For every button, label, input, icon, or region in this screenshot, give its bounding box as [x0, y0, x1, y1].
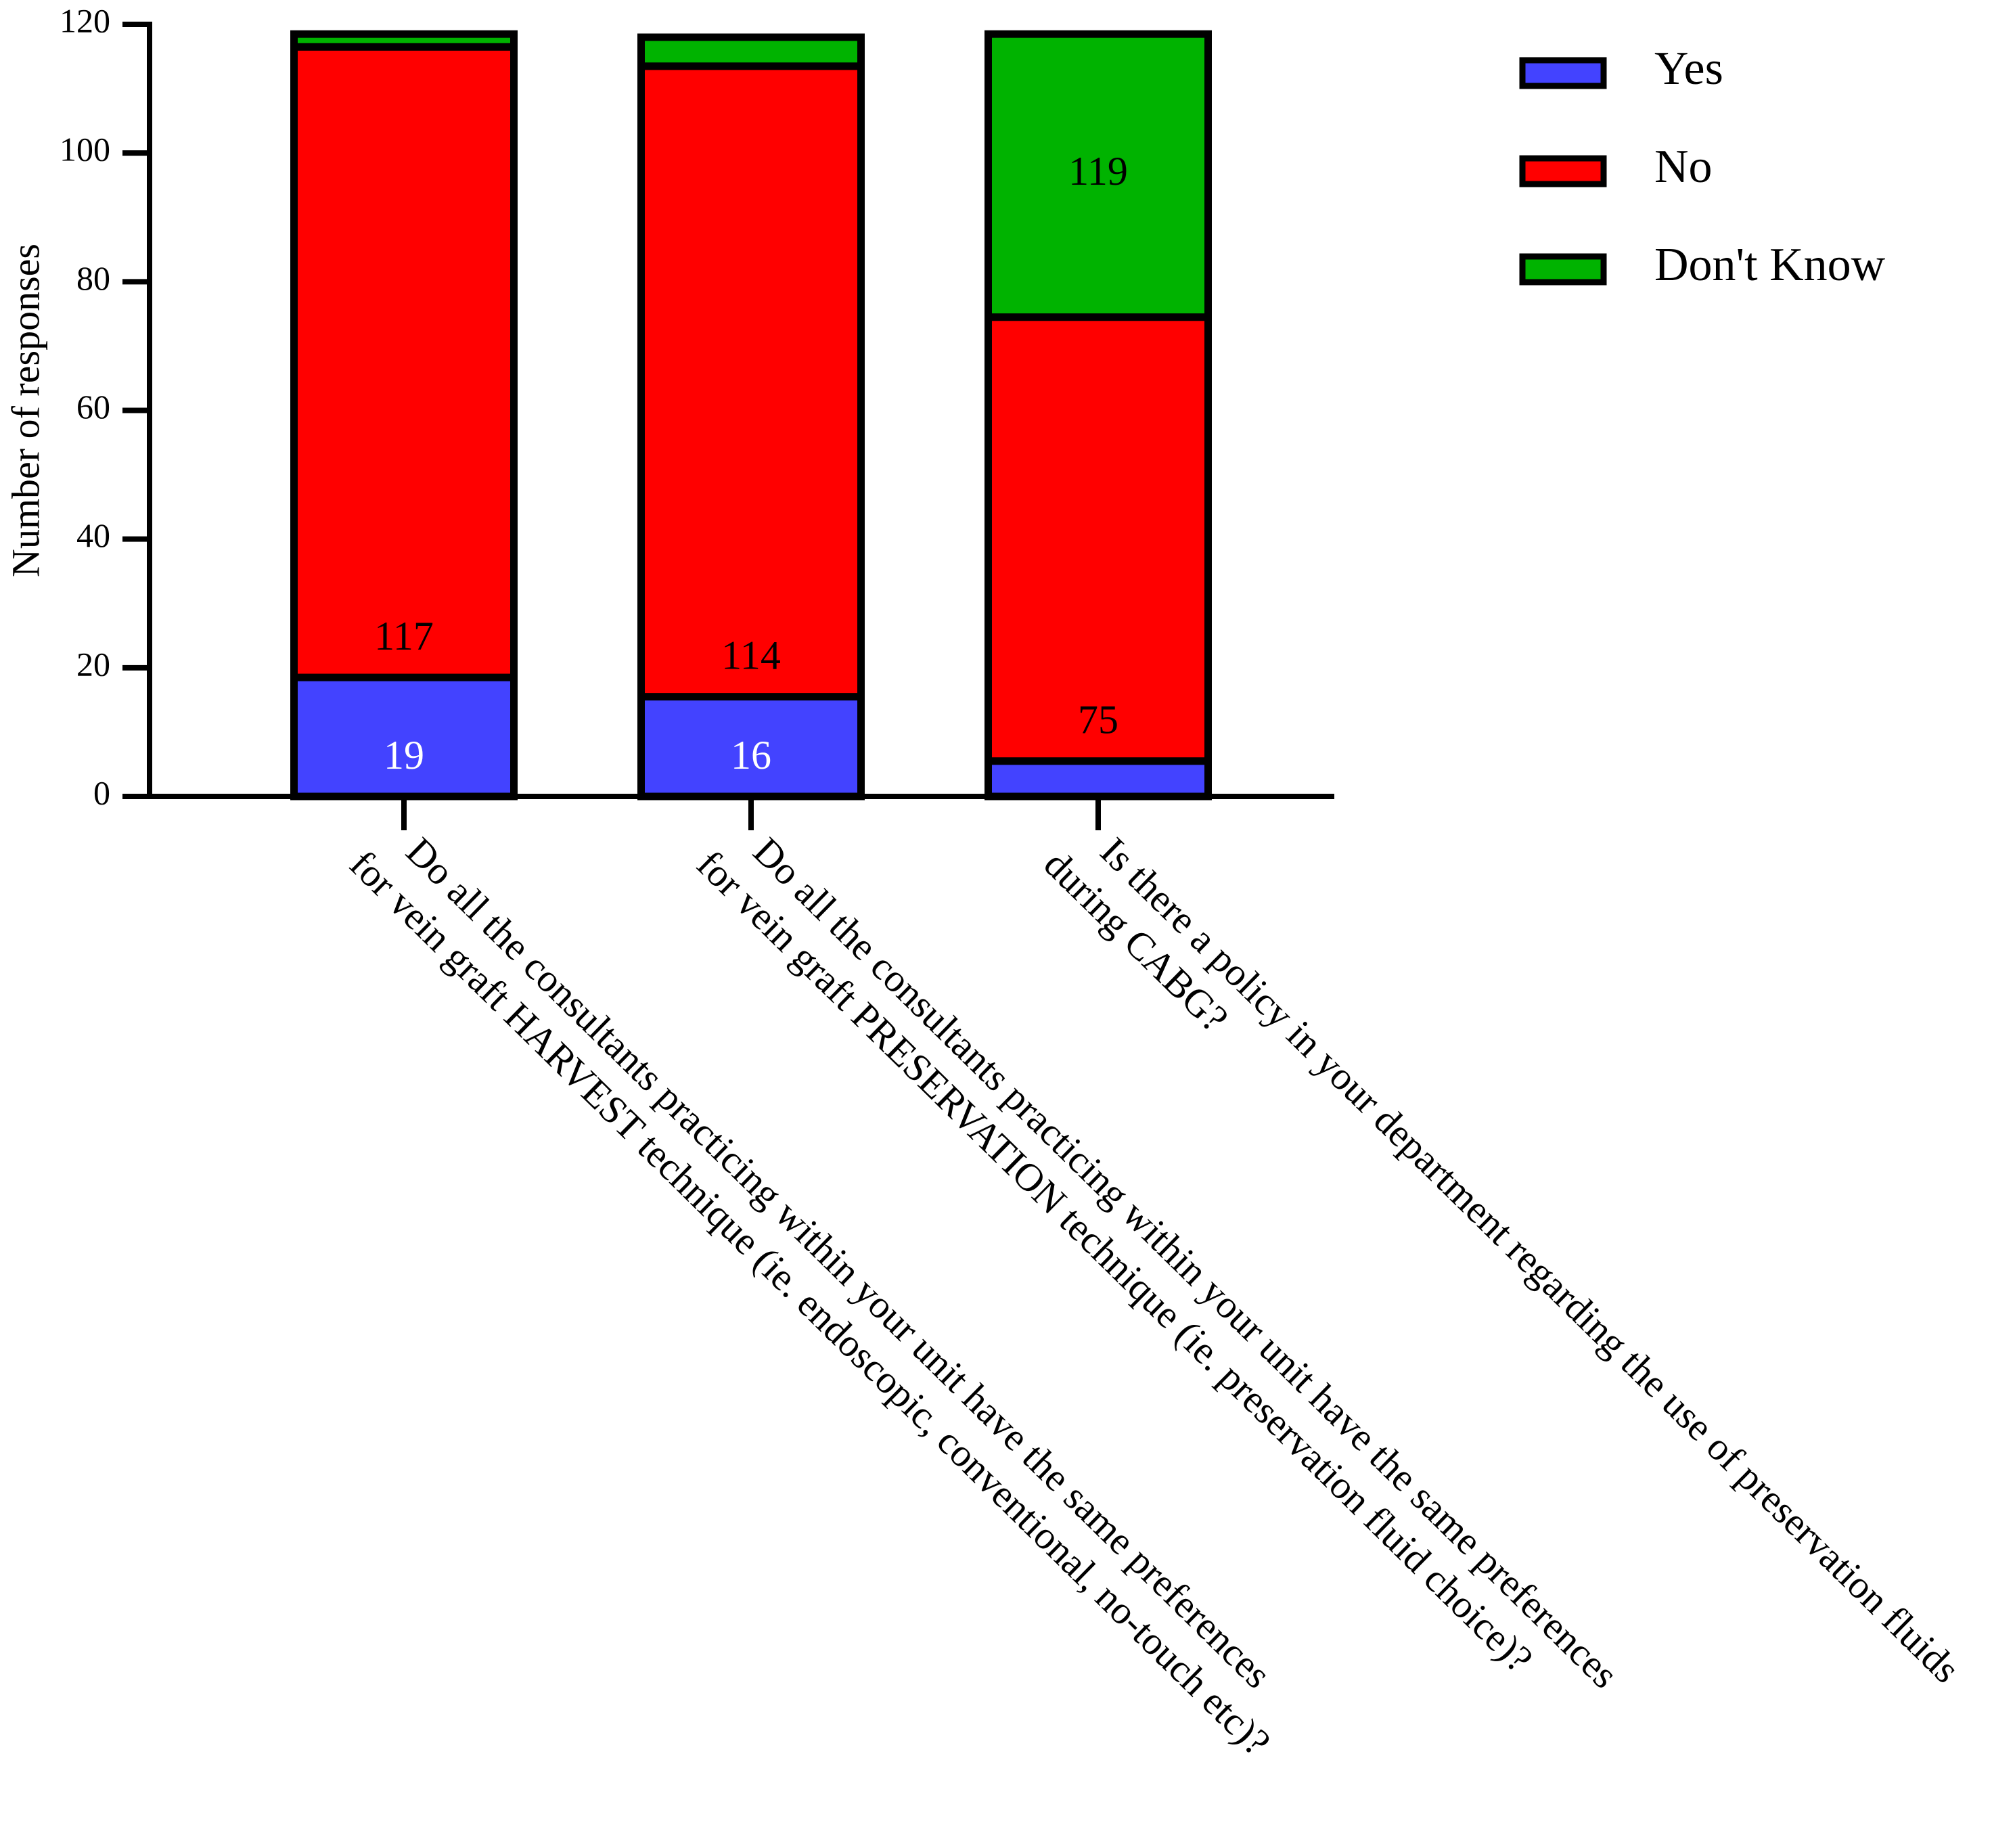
legend: Yes No Don't Know	[1519, 43, 1886, 291]
y-tick-label-60: 60	[76, 388, 110, 426]
data-label-yes-1: 19	[384, 733, 424, 777]
y-tick-label-40: 40	[76, 516, 110, 554]
legend-label-yes: Yes	[1654, 43, 1723, 95]
y-tick-label-100: 100	[60, 131, 110, 168]
legend-swatch-yes	[1519, 57, 1607, 89]
bars-layer	[290, 30, 1212, 801]
data-label-yes-2: 16	[731, 733, 771, 777]
legend-swatch-don-t-know	[1519, 253, 1607, 286]
bar-yes-2	[637, 693, 865, 801]
bar-no-1	[290, 43, 518, 681]
bar-don-t-know-2	[637, 33, 865, 70]
data-label-no-2: 114	[721, 633, 781, 677]
y-tick-label-120: 120	[60, 1, 110, 39]
y-tick-label-80: 80	[76, 259, 110, 297]
bar-no-3	[984, 313, 1212, 765]
axes-layer: 0 20 40 60 80 100 120 Number of responses	[3, 1, 1334, 830]
bar-yes-3	[984, 757, 1212, 801]
data-label-no-1: 117	[374, 614, 434, 658]
legend-swatch-no	[1519, 155, 1607, 187]
category-label-3-line-1: Is there a policy in your department reg…	[1092, 829, 1968, 1692]
y-axis-label: Number of responses	[3, 244, 47, 577]
legend-label-don-t-know: Don't Know	[1654, 239, 1886, 291]
data-label-don-t-know-3: 119	[1068, 149, 1128, 194]
category-labels: Do all the consultants practicing within…	[342, 829, 1969, 1764]
bar-don-t-know-3	[984, 30, 1212, 321]
bar-no-2	[637, 62, 865, 701]
data-label-no-3: 75	[1078, 697, 1118, 742]
bar-don-t-know-1	[290, 30, 518, 51]
data-labels-layer: 19 117 16 114 75 119	[374, 149, 1128, 777]
legend-label-no: No	[1654, 141, 1713, 193]
y-tick-label-0: 0	[93, 773, 110, 811]
y-tick-label-20: 20	[76, 645, 110, 683]
